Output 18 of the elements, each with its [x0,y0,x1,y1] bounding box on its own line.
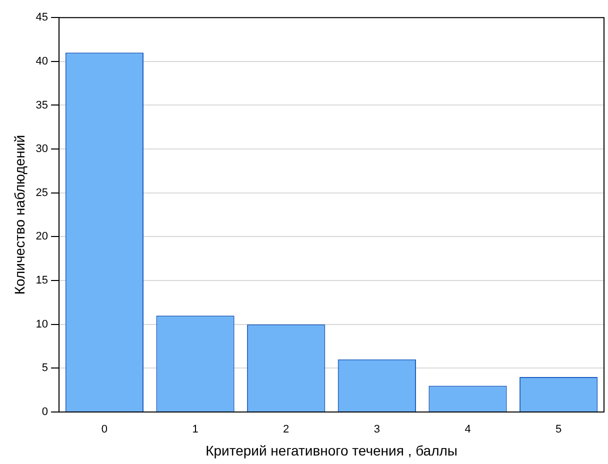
y-tick-label: 20 [36,230,48,243]
x-tick-label: 3 [374,424,380,436]
y-tick-label: 10 [36,318,48,330]
x-tick-label: 0 [101,424,108,436]
y-axis-title: Количество наблюдений [11,134,28,295]
y-tick-label: 35 [36,99,48,112]
y-tick-label: 0 [42,406,48,418]
y-tick-label: 25 [36,186,48,199]
x-tick-label: 4 [464,424,471,436]
x-tick-label: 2 [283,424,290,436]
x-tick-label: 1 [192,424,198,436]
y-tick-label: 15 [36,274,48,287]
x-axis-title: Критерий негативного течения , баллы [206,442,458,458]
y-tick-label: 30 [36,143,48,156]
y-tick-label: 45 [36,12,48,24]
y-tick-label: 40 [36,55,48,68]
x-tick-label: 5 [556,424,562,436]
y-tick-label: 5 [42,362,48,374]
